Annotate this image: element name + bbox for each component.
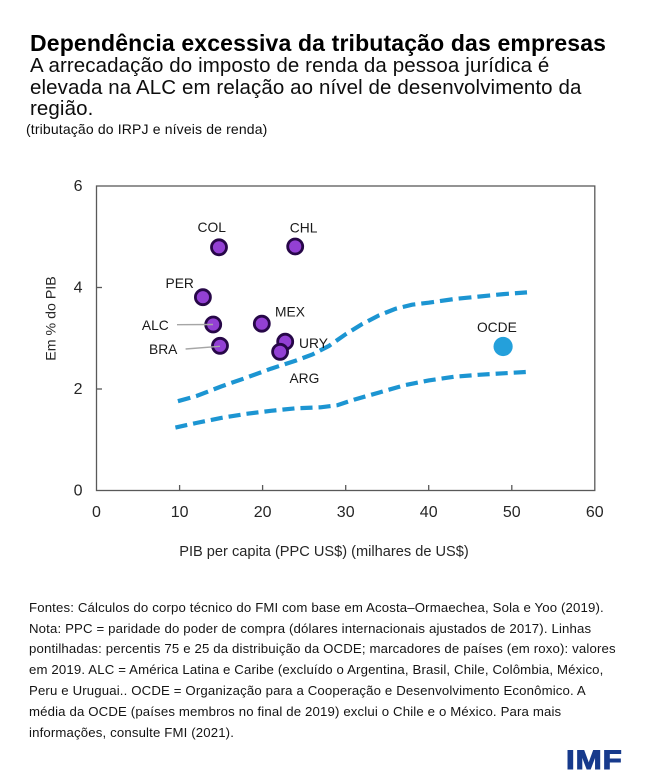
svg-text:20: 20 [254,504,272,521]
svg-text:6: 6 [74,178,83,195]
svg-text:2: 2 [74,381,83,398]
svg-text:OCDE: OCDE [477,320,517,335]
svg-text:60: 60 [586,504,604,521]
svg-text:10: 10 [171,504,189,521]
svg-text:40: 40 [420,504,438,521]
svg-text:PIB per capita (PPC US$) (milh: PIB per capita (PPC US$) (milhares de US… [179,544,469,560]
svg-text:CHL: CHL [290,221,318,236]
svg-text:50: 50 [503,504,521,521]
svg-text:PER: PER [166,276,194,291]
svg-text:MEX: MEX [275,304,305,319]
svg-text:4: 4 [74,280,83,297]
svg-text:BRA: BRA [149,342,178,357]
svg-text:ALC: ALC [142,318,169,333]
svg-text:COL: COL [198,220,227,235]
svg-text:ARG: ARG [289,371,319,386]
svg-text:Em % do PIB: Em % do PIB [44,276,60,360]
svg-text:0: 0 [92,504,101,521]
svg-text:0: 0 [74,483,83,500]
svg-text:URY: URY [299,336,328,351]
svg-text:30: 30 [337,504,355,521]
